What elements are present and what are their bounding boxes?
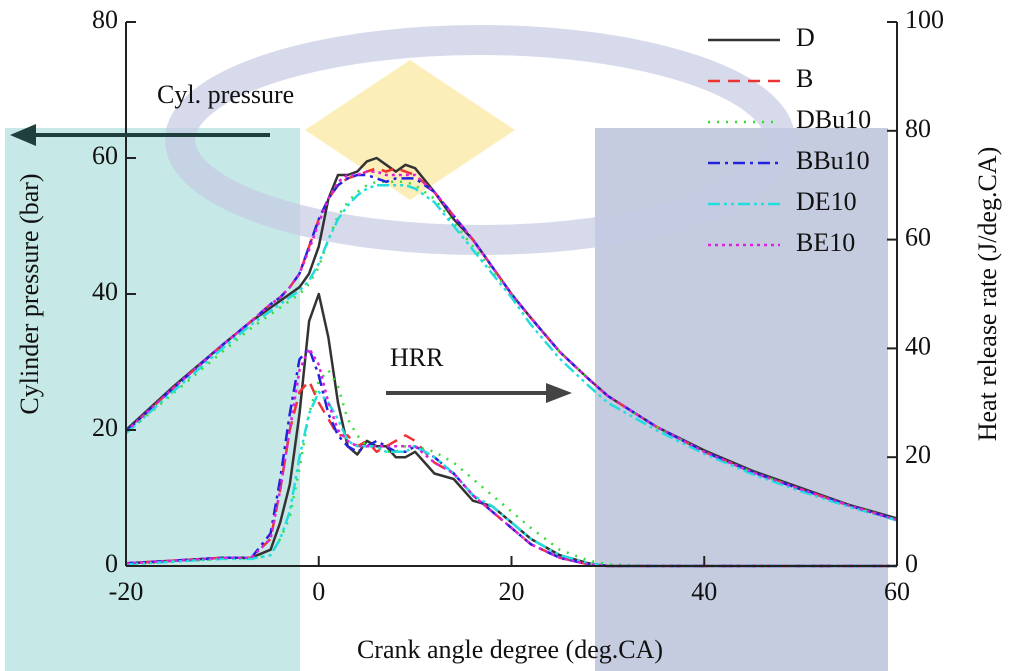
annotation-arrowhead: [10, 124, 36, 146]
x-axis-label: Crank angle degree (deg.CA): [357, 635, 663, 664]
x-tick-label: 20: [499, 577, 525, 606]
y-tick-label: 40: [92, 277, 118, 306]
series-line: [125, 347, 897, 568]
legend-label: BBu10: [796, 146, 870, 175]
y-tick-label: 60: [92, 141, 118, 170]
series-line: [125, 173, 898, 521]
y-tick-label: 80: [92, 5, 118, 34]
series-line: [125, 170, 898, 521]
series-line: [125, 183, 898, 522]
watermark-ring: [165, 25, 795, 255]
annotation-arrowhead: [546, 383, 572, 403]
y2-tick-label: 40: [905, 331, 931, 360]
x-tick-label: 40: [691, 577, 717, 606]
y-tick-label: 0: [105, 549, 118, 578]
legend-label: DBu10: [796, 105, 871, 134]
y2-tick-label: 20: [905, 440, 931, 469]
x-tick-label: 60: [884, 577, 910, 606]
legend-label: B: [796, 64, 813, 93]
x-tick-label: -20: [109, 577, 144, 606]
annotation: HRR: [390, 343, 444, 372]
legend-label: DE10: [796, 187, 857, 216]
y-axis-label: Cylinder pressure (bar): [15, 173, 44, 414]
y2-tick-label: 60: [905, 223, 931, 252]
legend-label: D: [796, 23, 815, 52]
legend-label: BE10: [796, 228, 855, 257]
y2-tick-label: 100: [905, 5, 944, 34]
watermark-diamond: [305, 60, 515, 200]
x-tick-label: 0: [312, 577, 325, 606]
y-tick-label: 20: [92, 413, 118, 442]
annotation: Cyl. pressure: [157, 80, 294, 109]
y2-tick-label: 0: [905, 549, 918, 578]
y2-tick-label: 80: [905, 114, 931, 143]
y2-axis-label: Heat release rate (J/deg.CA): [973, 147, 1002, 442]
